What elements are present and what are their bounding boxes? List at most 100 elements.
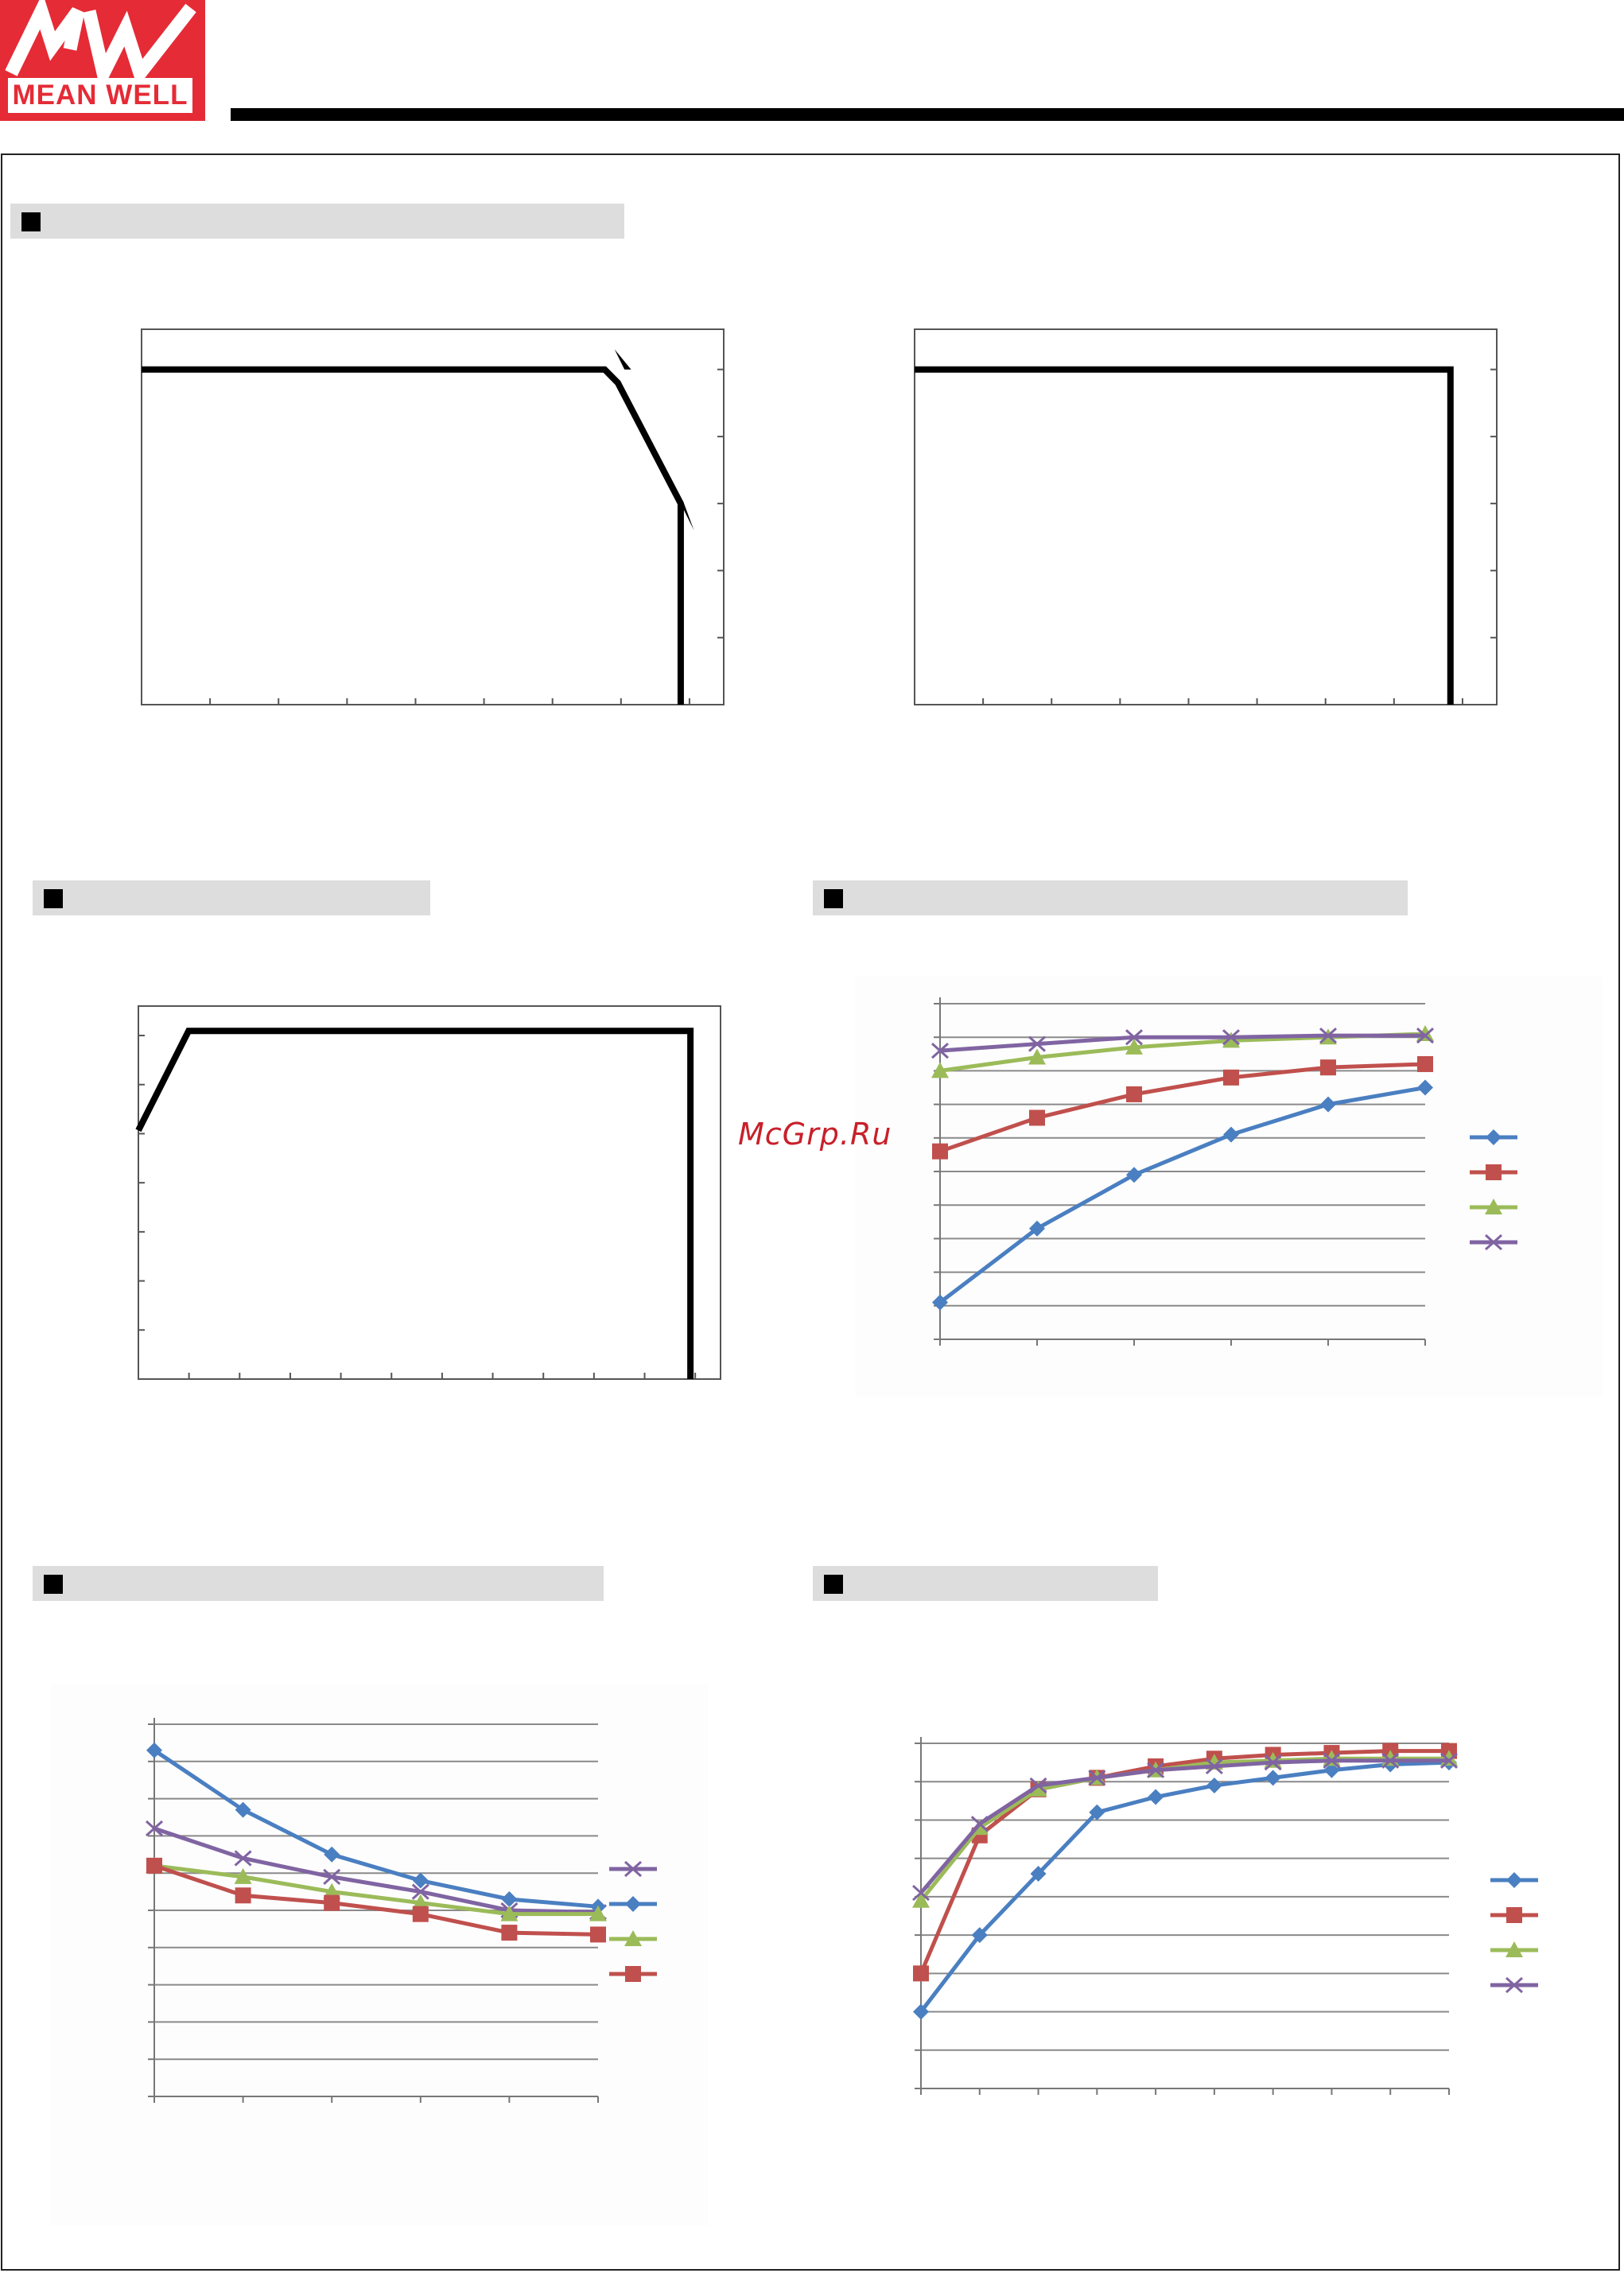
mean-well-logo: MEAN WELL <box>0 0 205 121</box>
data-point <box>411 1883 429 1900</box>
data-point <box>235 1887 251 1904</box>
data-point <box>1029 1109 1045 1126</box>
legend-marker <box>1506 1941 1523 1957</box>
series-line <box>919 1749 1449 1975</box>
power-loss-panel <box>51 1684 708 2225</box>
data-point <box>1088 1770 1106 1786</box>
header-rule <box>231 108 1624 121</box>
data-point <box>1125 1038 1143 1055</box>
data-point <box>1416 1027 1435 1044</box>
data-point <box>324 1846 340 1863</box>
curve-line <box>915 366 1454 705</box>
data-point <box>932 1294 948 1311</box>
section-input-derating <box>33 880 430 915</box>
data-point <box>501 1890 518 1907</box>
data-point <box>911 1884 930 1902</box>
legend-marker <box>1486 1129 1502 1145</box>
data-point <box>1126 1167 1142 1183</box>
data-point <box>324 1894 340 1911</box>
data-point <box>1030 1865 1047 1882</box>
output-vi-chart <box>914 328 1498 705</box>
section-bullet-icon <box>824 1575 843 1594</box>
series-line <box>919 1760 1450 2014</box>
data-point <box>1222 1032 1240 1048</box>
legend-marker <box>625 1896 641 1912</box>
data-point <box>500 1905 519 1921</box>
legend-marker <box>1506 1907 1522 1923</box>
series-line <box>939 1062 1426 1154</box>
curve-line <box>142 366 684 705</box>
data-point <box>146 1857 162 1874</box>
data-point <box>912 1891 930 1908</box>
series-line <box>939 1033 1425 1053</box>
data-point <box>1126 1086 1142 1102</box>
startup-curve-chart <box>911 1737 1538 2095</box>
data-point <box>971 1927 988 1944</box>
data-point <box>1264 1754 1282 1771</box>
series-line <box>153 1748 599 1909</box>
data-point <box>1028 1035 1047 1052</box>
plot-frame <box>138 1005 721 1380</box>
data-point <box>1265 1770 1281 1786</box>
data-point <box>930 1042 950 1059</box>
data-point <box>145 1820 164 1837</box>
series-line <box>919 1756 1449 1902</box>
watermark-text: McGrp.Ru <box>738 1117 892 1152</box>
data-point <box>1323 1752 1341 1769</box>
efficiency-load-chart <box>930 997 1517 1346</box>
series-line <box>938 1086 1426 1304</box>
data-point <box>412 1906 429 1922</box>
data-point <box>1417 1079 1433 1096</box>
logo-wordmark: MEAN WELL <box>8 78 192 113</box>
section-bullet-icon <box>21 212 41 231</box>
data-point <box>1089 1804 1105 1820</box>
series-line <box>153 1826 599 1914</box>
derating-temp-chart <box>141 328 725 705</box>
series-line <box>153 1863 599 1937</box>
data-point <box>323 1883 341 1899</box>
series-line <box>919 1758 1449 1894</box>
plot-frame <box>914 328 1498 705</box>
data-point <box>1029 1220 1045 1237</box>
data-point <box>1029 1780 1047 1797</box>
legend-marker <box>624 1930 642 1946</box>
data-point <box>970 1816 989 1832</box>
data-point <box>1223 1069 1239 1086</box>
legend-marker <box>625 1966 641 1982</box>
data-point <box>412 1872 429 1889</box>
data-point <box>323 1868 341 1885</box>
data-point <box>501 1925 518 1941</box>
data-point <box>1206 1778 1222 1794</box>
legend-marker <box>1486 1164 1502 1180</box>
plot-frame <box>141 328 725 705</box>
data-point <box>1319 1027 1338 1044</box>
legend-marker <box>1485 1199 1502 1214</box>
input-derating-chart <box>135 1005 721 1380</box>
data-point <box>932 1143 948 1160</box>
data-point <box>1417 1055 1433 1072</box>
data-point <box>913 1965 929 1982</box>
curve-spur <box>680 503 694 530</box>
mw-logo-icon <box>5 0 196 80</box>
data-point <box>1223 1126 1239 1143</box>
legend-marker <box>1505 1976 1524 1994</box>
power-loss-chart <box>145 1718 657 2103</box>
legend-marker <box>624 1860 643 1878</box>
curve-line <box>135 1028 694 1379</box>
page-frame <box>1 153 1620 2271</box>
data-point <box>1323 1762 1340 1778</box>
section-bullet-icon <box>44 1575 63 1594</box>
section-bullet-icon <box>824 889 843 908</box>
section-startup <box>813 1566 1158 1601</box>
data-point <box>146 1742 162 1758</box>
legend-marker <box>1506 1872 1522 1888</box>
data-point <box>1381 1752 1400 1769</box>
data-point <box>931 1062 949 1078</box>
data-point <box>411 1894 429 1910</box>
data-point <box>234 1850 252 1867</box>
data-point <box>1320 1059 1336 1076</box>
data-point <box>913 2003 929 2020</box>
data-point <box>1028 1048 1046 1065</box>
section-power-loss <box>33 1566 604 1601</box>
